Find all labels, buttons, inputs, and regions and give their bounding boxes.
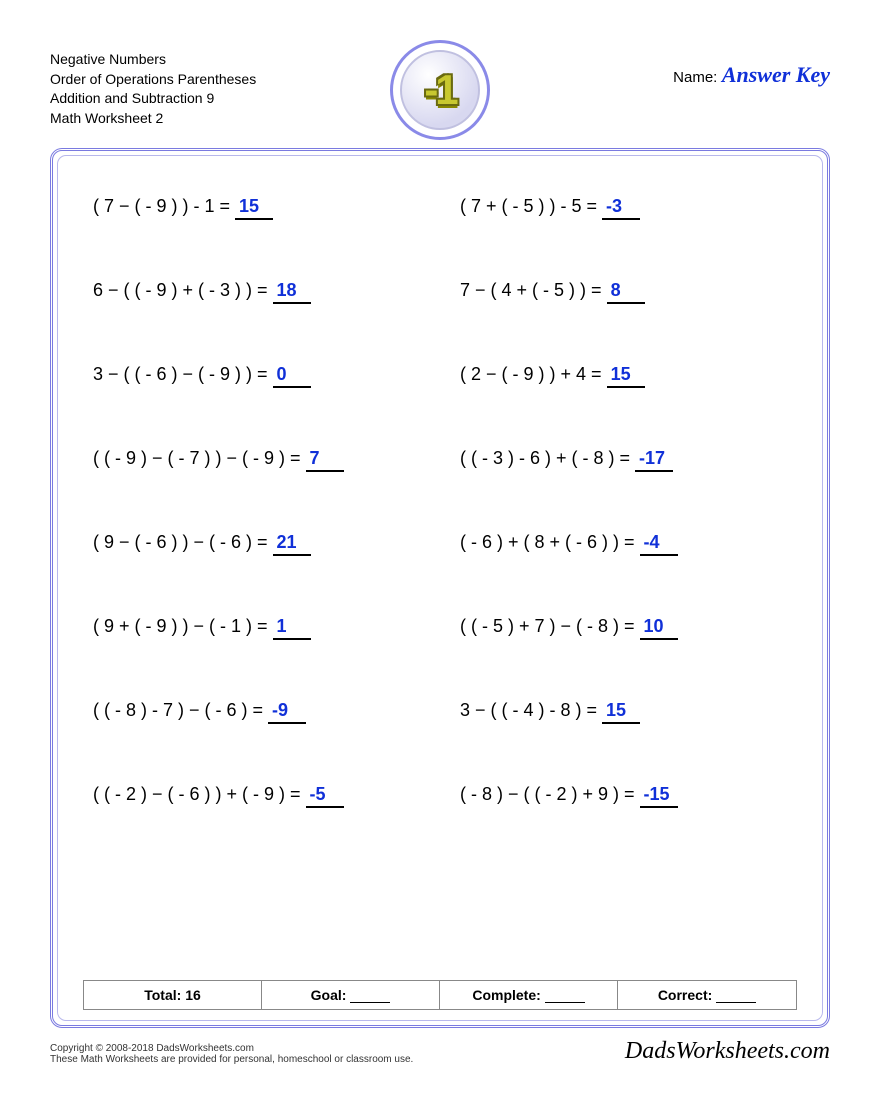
answer: -15 — [640, 784, 678, 808]
problem: ( - 6 ) + ( 8 + ( - 6 ) ) = -4 — [460, 532, 787, 556]
answer-key-text: Answer Key — [722, 62, 830, 87]
expression: ( 7 − ( - 9 ) ) - 1 = — [93, 196, 235, 216]
problem: ( 7 + ( - 5 ) ) - 5 = -3 — [460, 196, 787, 220]
answer: -3 — [602, 196, 640, 220]
footer: Copyright © 2008-2018 DadsWorksheets.com… — [50, 1038, 830, 1065]
content-box: ( 7 − ( - 9 ) ) - 1 = 15 ( 7 + ( - 5 ) ) … — [50, 148, 830, 1028]
expression: ( - 6 ) + ( 8 + ( - 6 ) ) = — [460, 532, 640, 552]
answer: 15 — [602, 700, 640, 724]
answer: 18 — [273, 280, 311, 304]
answer: -5 — [306, 784, 344, 808]
expression: ( ( - 8 ) - 7 ) − ( - 6 ) = — [93, 700, 268, 720]
answer: -17 — [635, 448, 673, 472]
badge-number: -1 — [424, 66, 455, 114]
footer-left: Copyright © 2008-2018 DadsWorksheets.com… — [50, 1043, 413, 1065]
worksheet-page: Negative Numbers Order of Operations Par… — [0, 0, 880, 1100]
problem: ( 2 − ( - 9 ) ) + 4 = 15 — [460, 364, 787, 388]
problem: 6 − ( ( - 9 ) + ( - 3 ) ) = 18 — [93, 280, 420, 304]
problem: ( ( - 9 ) − ( - 7 ) ) − ( - 9 ) = 7 — [93, 448, 420, 472]
problem: ( ( - 8 ) - 7 ) − ( - 6 ) = -9 — [93, 700, 420, 724]
summary-goal: Goal: — [262, 981, 440, 1009]
problem: ( - 8 ) − ( ( - 2 ) + 9 ) = -15 — [460, 784, 787, 808]
answer: 1 — [273, 616, 311, 640]
expression: 6 − ( ( - 9 ) + ( - 3 ) ) = — [93, 280, 273, 300]
expression: ( ( - 3 ) - 6 ) + ( - 8 ) = — [460, 448, 635, 468]
blank — [545, 991, 585, 1003]
badge: -1 — [390, 40, 490, 140]
expression: ( ( - 5 ) + 7 ) − ( - 8 ) = — [460, 616, 640, 636]
summary-complete: Complete: — [440, 981, 618, 1009]
blank — [716, 991, 756, 1003]
expression: ( 9 + ( - 9 ) ) − ( - 1 ) = — [93, 616, 273, 636]
problem: 3 − ( ( - 6 ) − ( - 9 ) ) = 0 — [93, 364, 420, 388]
expression: ( 9 − ( - 6 ) ) − ( - 6 ) = — [93, 532, 273, 552]
header-line: Addition and Subtraction 9 — [50, 89, 256, 109]
badge-ring-outer: -1 — [390, 40, 490, 140]
answer: 8 — [607, 280, 645, 304]
footer-note: These Math Worksheets are provided for p… — [50, 1054, 413, 1065]
header-line: Order of Operations Parentheses — [50, 70, 256, 90]
problem: ( ( - 2 ) − ( - 6 ) ) + ( - 9 ) = -5 — [93, 784, 420, 808]
problem: 7 − ( 4 + ( - 5 ) ) = 8 — [460, 280, 787, 304]
problem: ( ( - 3 ) - 6 ) + ( - 8 ) = -17 — [460, 448, 787, 472]
header: Negative Numbers Order of Operations Par… — [50, 50, 830, 128]
expression: ( ( - 2 ) − ( - 6 ) ) + ( - 9 ) = — [93, 784, 306, 804]
answer: -4 — [640, 532, 678, 556]
answer: 0 — [273, 364, 311, 388]
answer: 15 — [235, 196, 273, 220]
site-logo-text: DadsWorksheets.com — [625, 1038, 830, 1065]
problem: ( 9 − ( - 6 ) ) − ( - 6 ) = 21 — [93, 532, 420, 556]
problems-grid: ( 7 − ( - 9 ) ) - 1 = 15 ( 7 + ( - 5 ) ) … — [83, 186, 797, 818]
expression: ( - 8 ) − ( ( - 2 ) + 9 ) = — [460, 784, 640, 804]
problem: 3 − ( ( - 4 ) - 8 ) = 15 — [460, 700, 787, 724]
name-label: Name: — [673, 69, 717, 86]
answer: 10 — [640, 616, 678, 640]
header-line: Negative Numbers — [50, 50, 256, 70]
expression: 3 − ( ( - 6 ) − ( - 9 ) ) = — [93, 364, 273, 384]
answer: -9 — [268, 700, 306, 724]
header-title-block: Negative Numbers Order of Operations Par… — [50, 50, 256, 128]
expression: 3 − ( ( - 4 ) - 8 ) = — [460, 700, 602, 720]
expression: ( 7 + ( - 5 ) ) - 5 = — [460, 196, 602, 216]
expression: ( ( - 9 ) − ( - 7 ) ) − ( - 9 ) = — [93, 448, 306, 468]
expression: ( 2 − ( - 9 ) ) + 4 = — [460, 364, 607, 384]
answer: 21 — [273, 532, 311, 556]
summary-total: Total: 16 — [84, 981, 262, 1009]
answer: 15 — [607, 364, 645, 388]
header-line: Math Worksheet 2 — [50, 109, 256, 129]
copyright-text: Copyright © 2008-2018 DadsWorksheets.com — [50, 1043, 413, 1054]
badge-ring-inner: -1 — [400, 50, 480, 130]
summary-correct: Correct: — [618, 981, 796, 1009]
answer: 7 — [306, 448, 344, 472]
expression: 7 − ( 4 + ( - 5 ) ) = — [460, 280, 607, 300]
problem: ( 7 − ( - 9 ) ) - 1 = 15 — [93, 196, 420, 220]
blank — [350, 991, 390, 1003]
problem: ( 9 + ( - 9 ) ) − ( - 1 ) = 1 — [93, 616, 420, 640]
name-value: Answer Key — [722, 69, 830, 86]
name-field-block: Name: Answer Key — [673, 50, 830, 88]
problem: ( ( - 5 ) + 7 ) − ( - 8 ) = 10 — [460, 616, 787, 640]
summary-row: Total: 16 Goal: Complete: Correct: — [83, 980, 797, 1010]
